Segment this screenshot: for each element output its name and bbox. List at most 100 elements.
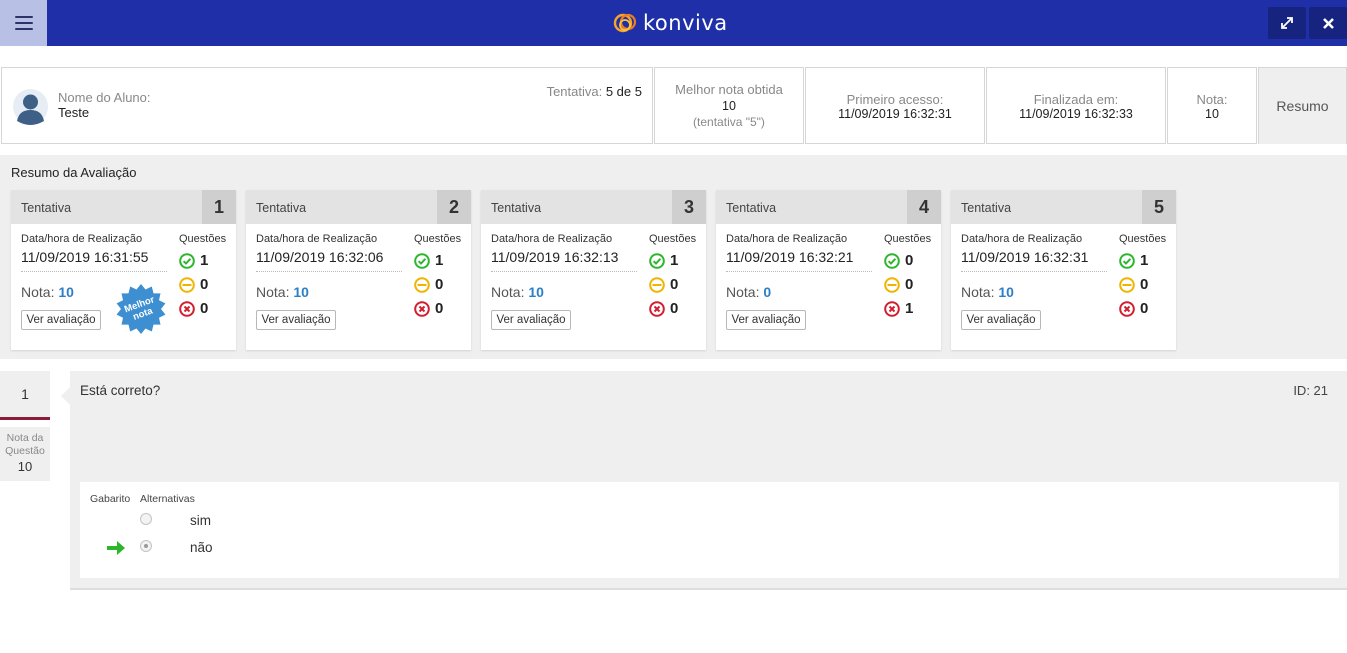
tab-resumo[interactable]: Resumo: [1258, 67, 1347, 144]
partial-count-value: 0: [200, 276, 209, 293]
wrong-count-value: 0: [435, 300, 444, 317]
check-circle-icon: [649, 252, 665, 269]
correct-count-value: 1: [670, 252, 679, 269]
finished-value: 11/09/2019 16:32:33: [1019, 107, 1133, 121]
attempt-date: 11/09/2019 16:32:13: [491, 249, 619, 265]
question-number-tab[interactable]: 1: [0, 371, 50, 420]
finished-label: Finalizada em:: [1033, 92, 1119, 107]
alternative-radio-nao[interactable]: [140, 540, 152, 552]
finished-box: Finalizada em: 11/09/2019 16:32:33: [986, 67, 1166, 144]
view-attempt-button[interactable]: Ver avaliação: [491, 310, 571, 330]
attempt-grade-value: 10: [293, 284, 309, 300]
attempt-grade: Nota: 10: [961, 284, 1014, 300]
wrong-count-value: 0: [670, 300, 679, 317]
avatar: [13, 89, 48, 125]
close-button[interactable]: [1309, 7, 1347, 39]
grade-box: Nota: 10: [1167, 67, 1257, 144]
alternative-label-sim: sim: [190, 513, 211, 528]
attempt-grade-value: 10: [58, 284, 74, 300]
best-grade-box: Melhor nota obtida 10 (tentativa "5"): [654, 67, 804, 144]
check-circle-icon: [414, 252, 430, 269]
attempt-card-header: Tentativa 2: [246, 190, 471, 224]
x-circle-icon: [179, 300, 195, 317]
correct-count-value: 1: [435, 252, 444, 269]
question-score-label: Nota da Questão: [5, 432, 45, 457]
wrong-count-value: 0: [1140, 300, 1149, 317]
best-grade-attempt: (tentativa "5"): [693, 115, 765, 129]
resumo-tab-pointer: [1293, 144, 1313, 154]
question-pointer: [61, 387, 70, 405]
question-id: ID: 21: [1293, 383, 1328, 398]
attempt-card-header: Tentativa 1: [11, 190, 236, 224]
attempt-date-label: Data/hora de Realização: [726, 233, 848, 245]
x-circle-icon: [414, 300, 430, 317]
minus-circle-icon: [179, 276, 195, 293]
first-access-box: Primeiro acesso: 11/09/2019 16:32:31: [805, 67, 985, 144]
view-attempt-button[interactable]: Ver avaliação: [726, 310, 806, 330]
minus-circle-icon: [414, 276, 430, 293]
question-score: Nota da Questão 10: [0, 427, 50, 481]
attempt-info: Tentativa: 5 de 5: [547, 84, 642, 99]
divider: [961, 271, 1107, 272]
attempt-label: Tentativa: [491, 201, 542, 215]
partial-count-value: 0: [1140, 276, 1149, 293]
correct-count: 0: [884, 252, 913, 269]
attempt-date: 11/09/2019 16:32:31: [961, 249, 1089, 265]
menu-button[interactable]: [0, 0, 47, 46]
alternative-radio-sim[interactable]: [140, 513, 152, 525]
partial-count-value: 0: [670, 276, 679, 293]
first-access-label: Primeiro acesso:: [846, 92, 944, 107]
hamburger-icon: [14, 16, 33, 30]
check-circle-icon: [179, 252, 195, 269]
best-grade-value: 10: [722, 99, 736, 113]
correct-count-value: 1: [1140, 252, 1149, 269]
attempt-card: Tentativa 2 Data/hora de Realização 11/09/2…: [246, 190, 471, 350]
close-icon: [1322, 17, 1334, 29]
check-circle-icon: [884, 252, 900, 269]
attempt-grade-label: Nota:: [961, 284, 995, 300]
attempt-grade: Nota: 10: [491, 284, 544, 300]
attempt-card-header: Tentativa 5: [951, 190, 1176, 224]
view-attempt-button[interactable]: Ver avaliação: [21, 310, 101, 330]
wrong-count: 1: [884, 300, 913, 317]
alternative-label-nao: não: [190, 540, 213, 555]
assessment-summary: Resumo da Avaliação Tentativa 1 Data/hora …: [0, 155, 1347, 359]
expand-button[interactable]: [1268, 7, 1306, 39]
attempt-grade-value: 10: [998, 284, 1014, 300]
view-attempt-button[interactable]: Ver avaliação: [256, 310, 336, 330]
grade-label: Nota:: [1196, 92, 1228, 107]
x-circle-icon: [884, 300, 900, 317]
check-circle-icon: [1119, 252, 1135, 269]
grade-value: 10: [1205, 107, 1219, 121]
app-logo: konviva: [612, 10, 728, 36]
attempt-date-label: Data/hora de Realização: [491, 233, 613, 245]
attempt-grade-label: Nota:: [491, 284, 525, 300]
student-info: Nome do Aluno: Teste Tentativa: 5 de 5: [1, 67, 653, 144]
student-name: Teste: [58, 105, 90, 120]
attempt-date: 11/09/2019 16:32:06: [256, 249, 384, 265]
partial-count: 0: [649, 276, 678, 293]
correct-count: 1: [649, 252, 678, 269]
questions-label: Questões: [179, 233, 227, 245]
attempt-grade-label: Nota:: [21, 284, 55, 300]
wrong-count-value: 1: [905, 300, 914, 317]
correct-count: 1: [179, 252, 208, 269]
partial-count: 0: [414, 276, 443, 293]
logo-text: konviva: [643, 11, 728, 35]
questions-label: Questões: [414, 233, 462, 245]
best-grade-label: Melhor nota obtida: [675, 82, 783, 97]
partial-count: 0: [179, 276, 208, 293]
attempt-number: 3: [672, 190, 706, 224]
first-access-value: 11/09/2019 16:32:31: [838, 107, 952, 121]
attempt-grade-label: Nota:: [726, 284, 760, 300]
correct-count-value: 1: [200, 252, 209, 269]
view-attempt-button[interactable]: Ver avaliação: [961, 310, 1041, 330]
attempt-number: 1: [202, 190, 236, 224]
question-text: Está correto?: [80, 383, 161, 398]
konviva-logo-icon: [613, 13, 637, 33]
attempt-card-header: Tentativa 3: [481, 190, 706, 224]
answer-key-header: Gabarito: [90, 493, 131, 505]
attempt-date-label: Data/hora de Realização: [256, 233, 378, 245]
wrong-count-value: 0: [200, 300, 209, 317]
